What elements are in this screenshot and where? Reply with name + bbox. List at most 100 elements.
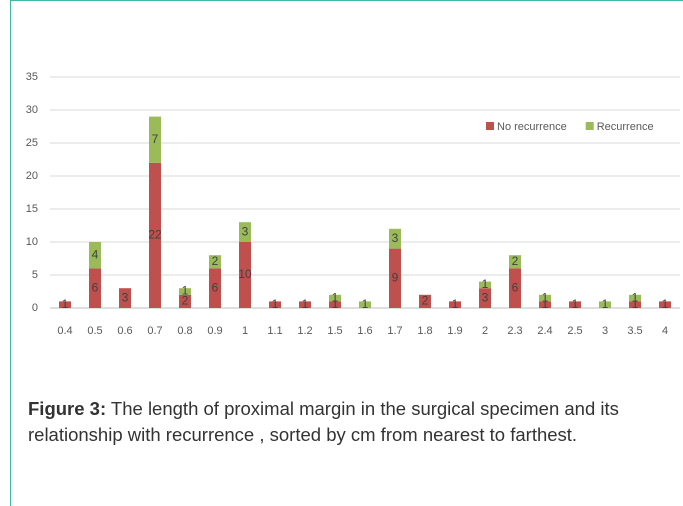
x-tick-label: 1.6: [357, 325, 372, 337]
data-label: 1: [272, 297, 279, 311]
y-tick-label: 5: [32, 269, 38, 281]
data-label: 3: [122, 290, 129, 304]
x-tick-label: 0.7: [147, 325, 162, 337]
bar-segment: [389, 248, 401, 308]
y-tick-label: 35: [26, 71, 38, 83]
data-label: 1: [602, 297, 609, 311]
bar-segment: [209, 268, 221, 308]
y-tick-label: 30: [26, 104, 38, 116]
y-tick-label: 15: [26, 203, 38, 215]
bar-segment: [89, 242, 101, 269]
data-label: 3: [242, 224, 249, 238]
data-label: 1: [182, 284, 189, 298]
bar-segment: [119, 288, 131, 308]
bar-segment: [509, 268, 521, 308]
bar-segment: [629, 294, 641, 302]
data-label: 1: [632, 297, 639, 311]
bar-segment: [329, 294, 341, 302]
caption-label: Figure 3:: [28, 398, 107, 419]
x-tick-label: 2.4: [537, 325, 552, 337]
bar-segment: [299, 301, 311, 308]
x-tick-label: 1: [242, 325, 248, 337]
data-label: 2: [422, 294, 429, 308]
caption-text: The length of proximal margin in the sur…: [28, 398, 619, 445]
bar-segment: [59, 301, 71, 308]
data-label: 1: [302, 297, 309, 311]
bar-segment: [419, 294, 431, 308]
data-label: 1: [662, 297, 669, 311]
data-label: 1: [632, 290, 639, 304]
bar-segment: [209, 255, 221, 269]
x-tick-label: 2.3: [507, 325, 522, 337]
bar-segment: [629, 301, 641, 308]
bar-segment: [179, 294, 191, 308]
bar-segment: [179, 288, 191, 295]
data-label: 4: [92, 247, 99, 261]
x-tick-label: 0.4: [57, 325, 72, 337]
data-label: 2: [182, 294, 189, 308]
data-label: 1: [542, 290, 549, 304]
data-label: 10: [238, 267, 252, 281]
legend-swatch: [486, 122, 494, 130]
data-label: 3: [482, 290, 489, 304]
caption: Figure 3: The length of proximal margin …: [28, 396, 668, 448]
chart: 051015202530350.410.5640.630.72270.8210.…: [26, 71, 680, 337]
bar-segment: [239, 242, 251, 308]
data-label: 7: [152, 132, 159, 146]
x-tick-label: 0.5: [87, 325, 102, 337]
bar-segment: [659, 301, 671, 308]
x-tick-label: 4: [662, 325, 668, 337]
x-tick-label: 0.6: [117, 325, 132, 337]
y-tick-label: 20: [26, 170, 38, 182]
data-label: 1: [452, 297, 459, 311]
bar-segment: [239, 222, 251, 242]
x-tick-label: 0.8: [177, 325, 192, 337]
data-label: 9: [392, 270, 399, 284]
legend-label: Recurrence: [597, 121, 654, 133]
data-label: 2: [512, 254, 519, 268]
x-tick-label: 1.2: [297, 325, 312, 337]
x-tick-label: 1.8: [417, 325, 432, 337]
bar-segment: [329, 301, 341, 308]
legend-swatch: [585, 122, 594, 130]
bar-segment: [359, 301, 371, 308]
bar-segment: [449, 301, 461, 308]
data-label: 1: [362, 297, 369, 311]
y-tick-label: 0: [32, 302, 38, 314]
data-label: 6: [92, 280, 99, 294]
bar-segment: [479, 288, 491, 308]
y-tick-label: 10: [26, 236, 38, 248]
data-label: 1: [332, 297, 339, 311]
bar-segment: [599, 301, 611, 308]
data-label: 1: [482, 277, 489, 291]
data-label: 22: [148, 228, 162, 242]
bar-segment: [539, 301, 551, 308]
data-label: 6: [512, 280, 519, 294]
data-label: 3: [392, 231, 399, 245]
bar-segment: [89, 268, 101, 308]
x-tick-label: 2: [482, 325, 488, 337]
x-tick-label: 3: [602, 325, 608, 337]
bar-segment: [539, 294, 551, 302]
bar-segment: [509, 255, 521, 269]
x-tick-label: 1.5: [327, 325, 342, 337]
bar-segment: [149, 162, 161, 308]
frame: [10, 0, 683, 506]
data-label: 6: [212, 280, 219, 294]
x-tick-label: 1.9: [447, 325, 462, 337]
data-label: 1: [542, 297, 549, 311]
x-tick-label: 2.5: [567, 325, 582, 337]
x-tick-label: 3.5: [627, 325, 642, 337]
bar-segment: [389, 228, 401, 249]
bar-segment: [479, 281, 491, 289]
data-label: 1: [62, 297, 69, 311]
bar-segment: [269, 301, 281, 308]
data-label: 1: [332, 290, 339, 304]
x-tick-label: 0.9: [207, 325, 222, 337]
data-label: 2: [212, 254, 219, 268]
legend-label: No recurrence: [497, 121, 567, 133]
x-tick-label: 1.7: [387, 325, 402, 337]
data-label: 1: [572, 297, 579, 311]
x-tick-label: 1.1: [267, 325, 282, 337]
